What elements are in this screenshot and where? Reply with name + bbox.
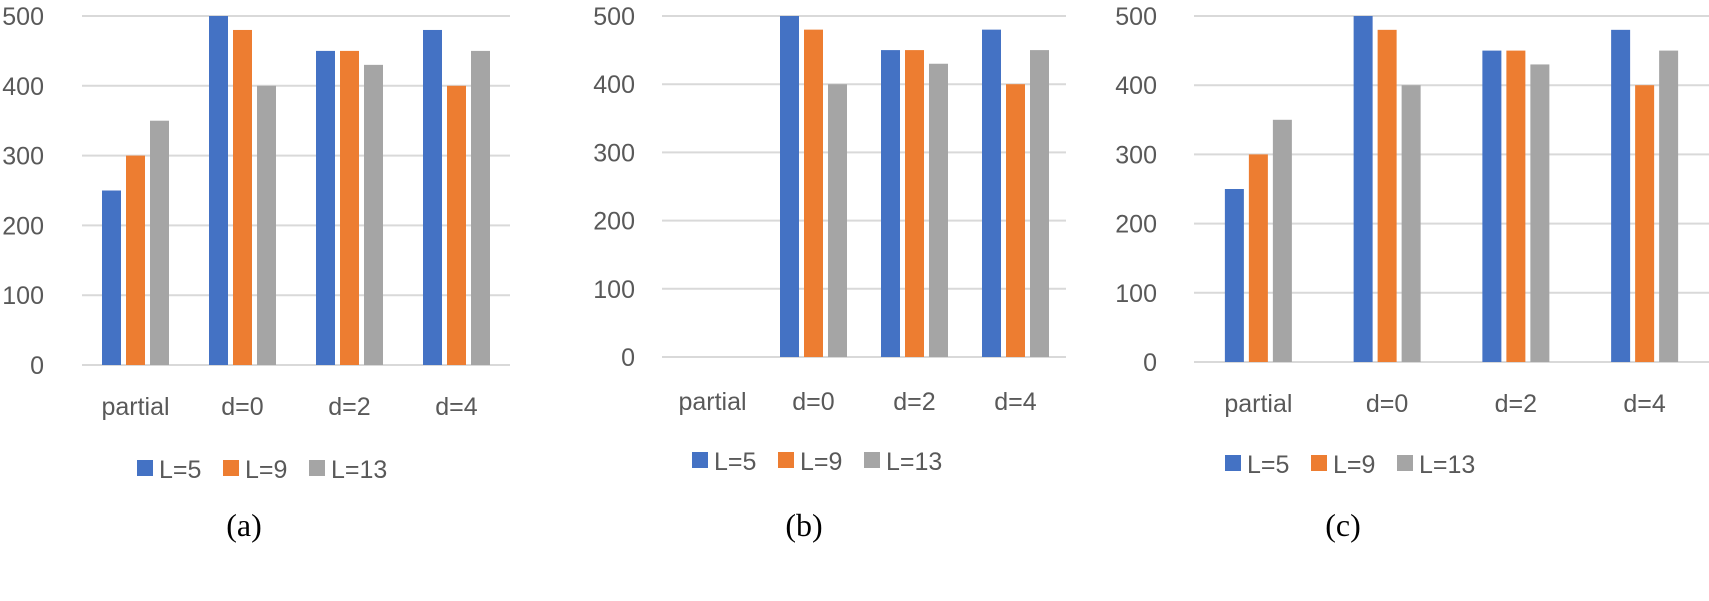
x-category-label: d=0: [1366, 390, 1408, 418]
x-category-label: d=0: [221, 393, 263, 421]
legend-swatch: [864, 452, 880, 468]
bar-L9-d4: [1635, 85, 1655, 362]
chart-panel-b: 0 100 200 300 400 500 partial d=0 d=2 d=4 L=5 L=9 L=…: [560, 0, 1120, 601]
bar-L9-d0: [1377, 29, 1397, 363]
chart-b-svg: 0 100 200 300 400 500 partial d=0 d=2 d=4 L=5 L=9 L=…: [593, 3, 1066, 543]
legend-swatch: [137, 460, 153, 476]
x-category-label: d=2: [893, 388, 935, 416]
y-tick-label: 400: [593, 71, 635, 99]
bar-L9-d4: [447, 85, 466, 366]
x-category-label: d=2: [1495, 390, 1537, 418]
x-category-label: partial: [678, 388, 746, 416]
bar-L5-d2: [1482, 50, 1502, 362]
y-tick-label: 0: [621, 344, 635, 372]
legend-label: L=9: [800, 448, 842, 476]
bar-L13-d2: [364, 64, 383, 366]
legend-swatch: [223, 460, 239, 476]
bar-L5-partial: [1224, 189, 1244, 362]
y-tick-label: 500: [593, 3, 635, 31]
bar-L13-d2: [929, 63, 948, 358]
legend-label: L=13: [331, 456, 387, 484]
legend-label: L=5: [1247, 451, 1289, 479]
y-tick-label: 100: [593, 276, 635, 304]
bar-L13-d0: [1401, 85, 1421, 362]
y-tick-label: 100: [2, 282, 44, 310]
legend-swatch: [778, 452, 794, 468]
chart-caption: (a): [226, 507, 262, 543]
bar-L9-d2: [340, 50, 359, 366]
bar-L9-d2: [905, 50, 924, 357]
bar-L13-d0: [257, 85, 276, 366]
y-tick-label: 400: [1115, 72, 1157, 100]
bar-L9-d0: [233, 29, 252, 366]
y-tick-label: 500: [2, 3, 44, 31]
chart-panel-a: 0 100 200 300 400 500 partial d=0 d=2 d=4 L=5 L=9 L=…: [0, 0, 560, 601]
legend-label: L=9: [1333, 451, 1375, 479]
x-category-label: d=2: [328, 393, 370, 421]
bar-L9-partial: [126, 155, 145, 365]
chart-a-svg: 0 100 200 300 400 500 partial d=0 d=2 d=4 L=5 L=9 L=…: [2, 3, 510, 543]
y-tick-label: 200: [1115, 211, 1157, 239]
chart-caption: (c): [1325, 507, 1361, 543]
bar-L13-d2: [1530, 64, 1550, 362]
bar-L13-d4: [1030, 50, 1049, 357]
x-category-label: d=0: [792, 388, 834, 416]
bar-L9-d0: [804, 29, 823, 357]
x-category-label: partial: [101, 393, 169, 421]
y-tick-label: 400: [2, 73, 44, 101]
y-tick-label: 0: [1143, 349, 1157, 377]
bar-L5-d2: [316, 50, 335, 366]
y-tick-label: 300: [1115, 141, 1157, 169]
y-tick-label: 200: [2, 212, 44, 240]
x-category-label: d=4: [994, 388, 1037, 416]
y-tick-label: 200: [593, 208, 635, 236]
legend-label: L=9: [245, 456, 287, 484]
y-tick-label: 300: [593, 139, 635, 167]
bar-L9-d2: [1506, 50, 1526, 362]
legend-swatch: [1311, 455, 1327, 471]
bar-L5-d4: [982, 29, 1001, 357]
y-tick-label: 300: [2, 143, 44, 171]
bar-L13-d4: [471, 50, 490, 366]
legend-swatch: [1225, 455, 1241, 471]
bar-L5-d0: [1353, 16, 1373, 362]
bar-L5-d4: [423, 29, 442, 366]
bar-L5-partial: [102, 190, 121, 365]
chart-panel-c: 0 100 200 300 400 500 partial d=0 d=2 d=4 L=5 L=9 L=…: [1110, 0, 1709, 601]
bar-L13-partial: [150, 120, 169, 365]
x-category-label: d=4: [1623, 390, 1666, 418]
bar-L9-d4: [1006, 84, 1025, 357]
bar-L9-partial: [1248, 154, 1268, 362]
chart-c-svg: 0 100 200 300 400 500 partial d=0 d=2 d=4 L=5 L=9 L=…: [1115, 3, 1709, 543]
y-tick-label: 500: [1115, 3, 1157, 31]
legend-swatch: [309, 460, 325, 476]
legend-label: L=5: [714, 448, 756, 476]
legend-label: L=5: [159, 456, 201, 484]
bar-L5-d4: [1611, 29, 1631, 363]
bar-L13-d4: [1659, 50, 1679, 362]
bar-L5-d0: [209, 16, 228, 365]
legend-swatch: [1397, 455, 1413, 471]
chart-caption: (b): [785, 507, 822, 543]
legend-label: L=13: [886, 448, 942, 476]
y-tick-label: 100: [1115, 280, 1157, 308]
bar-L5-d2: [881, 50, 900, 357]
x-category-label: d=4: [435, 393, 478, 421]
bar-L13-d0: [828, 84, 847, 357]
y-tick-label: 0: [30, 352, 44, 380]
x-category-label: partial: [1224, 390, 1292, 418]
legend-label: L=13: [1419, 451, 1475, 479]
bar-L5-d0: [780, 16, 799, 357]
bar-L13-partial: [1272, 119, 1292, 362]
legend-swatch: [692, 452, 708, 468]
